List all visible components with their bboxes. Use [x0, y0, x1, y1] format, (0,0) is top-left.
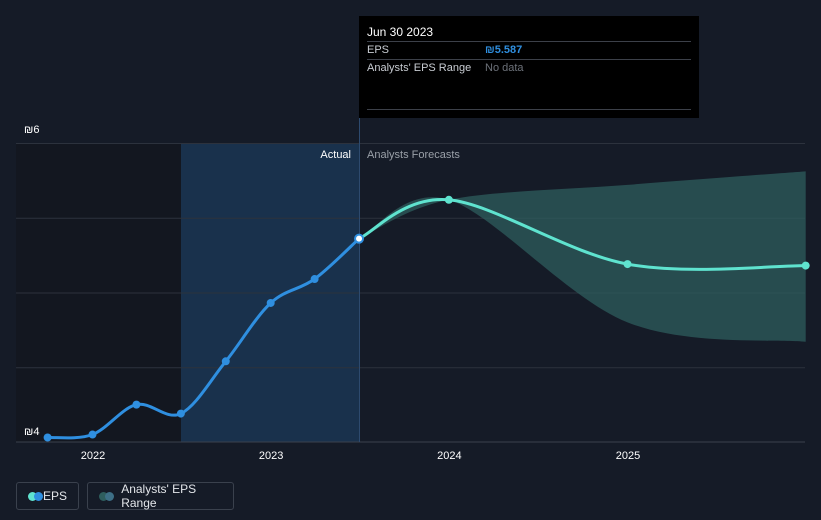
eps-actual-line	[46, 237, 361, 440]
x-tick-labels: 2022 2023 2024 2025	[81, 450, 640, 462]
x-tick-label: 2025	[616, 450, 640, 462]
x-tick-label: 2024	[437, 450, 461, 462]
actual-label: Actual	[320, 149, 351, 161]
tooltip-range-row: Analysts' EPS Range No data	[367, 59, 691, 77]
eps-forecast-point	[623, 260, 632, 269]
eps-actual-point	[132, 400, 141, 409]
eps-actual-point	[88, 430, 97, 439]
legend-analysts-range[interactable]: Analysts' EPS Range	[87, 482, 234, 510]
tooltip-range-value: No data	[485, 62, 524, 74]
tooltip-range-label: Analysts' EPS Range	[367, 62, 472, 74]
eps-forecast-line	[357, 198, 808, 271]
forecast-label: Analysts Forecasts	[367, 149, 460, 161]
tooltip-eps-value: ₪5.587	[485, 44, 523, 56]
tooltip-footer	[367, 77, 691, 110]
tooltip: Jun 30 2023 EPS ₪5.587 Analysts' EPS Ran…	[359, 16, 699, 118]
eps-actual-point	[176, 409, 185, 418]
eps-forecast-point	[801, 261, 810, 270]
legend-eps-label: EPS	[42, 489, 67, 503]
x-tick-label: 2023	[259, 450, 283, 462]
eps-legend-icon	[28, 491, 43, 501]
y-tick-labels: ₪6 ₪4	[24, 124, 39, 438]
legend-eps[interactable]: EPS	[16, 482, 79, 510]
eps-forecast-point	[444, 195, 453, 204]
eps-actual-point	[221, 357, 230, 366]
x-tick-label: 2022	[81, 450, 105, 462]
y-tick-label: ₪6	[24, 124, 39, 136]
analysts-eps-range-area	[359, 171, 806, 342]
eps-actual-point	[43, 433, 52, 442]
eps-actual-point	[310, 275, 319, 284]
eps-actual-point	[354, 233, 365, 244]
tooltip-date: Jun 30 2023	[367, 25, 434, 39]
range-legend-icon	[99, 491, 114, 501]
eps-actual-point	[266, 298, 275, 307]
y-tick-label: ₪4	[24, 426, 39, 438]
eps-points	[43, 195, 810, 442]
legend-range-label: Analysts' EPS Range	[121, 482, 197, 510]
tooltip-eps-row: EPS ₪5.587	[367, 41, 691, 59]
tooltip-eps-label: EPS	[367, 44, 390, 56]
